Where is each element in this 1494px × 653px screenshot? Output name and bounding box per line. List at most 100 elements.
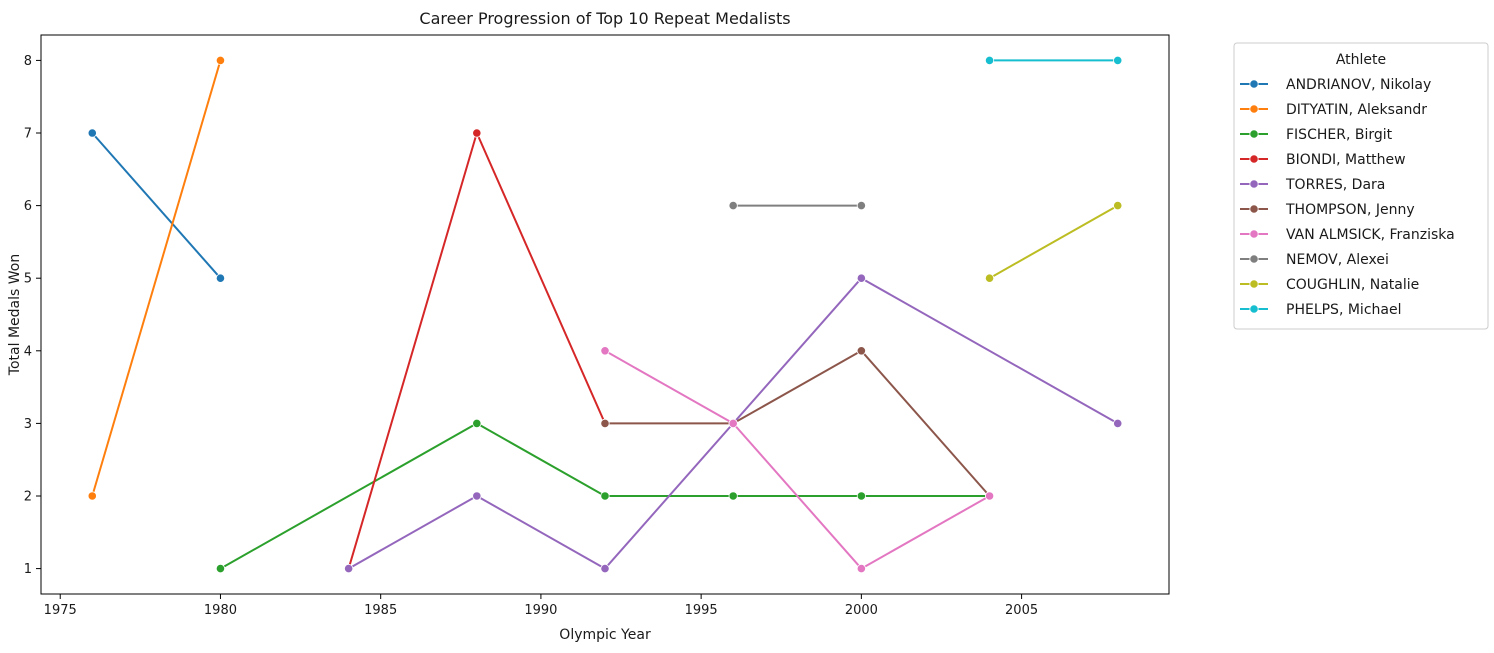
data-point <box>344 563 354 574</box>
legend-label: BIONDI, Matthew <box>1286 152 1406 168</box>
series-line <box>605 349 991 497</box>
legend-item: VAN ALMSICK, Franziska <box>1240 227 1455 243</box>
legend-item: NEMOV, Alexei <box>1240 252 1389 268</box>
series-thompson-jenny <box>600 346 995 501</box>
data-point <box>472 418 482 428</box>
data-point <box>87 128 97 138</box>
legend-label: TORRES, Dara <box>1285 177 1385 193</box>
data-point <box>215 273 226 283</box>
plot-frame <box>40 34 1170 595</box>
data-point <box>728 418 738 428</box>
legend-item: COUGHLIN, Natalie <box>1240 277 1419 293</box>
data-point <box>1113 55 1123 66</box>
chart-title: Career Progression of Top 10 Repeat Meda… <box>419 9 790 28</box>
legend-item: PHELPS, Michael <box>1240 302 1401 318</box>
x-tick-label: 1995 <box>685 603 718 618</box>
y-tick-label: 3 <box>24 417 32 432</box>
data-point <box>87 491 97 501</box>
series-biondi-matthew <box>344 128 610 574</box>
legend-item: ANDRIANOV, Nikolay <box>1240 77 1431 93</box>
legend-item: BIONDI, Matthew <box>1240 152 1406 168</box>
series-line <box>91 60 222 497</box>
data-point <box>728 201 738 211</box>
legend-marker <box>1249 204 1259 214</box>
data-point <box>856 491 866 501</box>
x-tick-label: 2005 <box>1005 603 1038 618</box>
data-point <box>600 418 610 428</box>
x-tick-label: 2000 <box>845 603 878 618</box>
data-point <box>856 273 866 283</box>
legend-label: FISCHER, Birgit <box>1286 127 1393 143</box>
data-point <box>856 201 866 211</box>
y-tick-label: 1 <box>24 562 32 577</box>
data-point <box>984 491 995 501</box>
x-tick-label: 1990 <box>524 603 557 618</box>
legend-marker <box>1249 104 1259 114</box>
series-dityatin-aleksandr <box>87 55 226 501</box>
legend-item: DITYATIN, Aleksandr <box>1240 102 1427 118</box>
legend-marker <box>1249 304 1259 314</box>
x-tick-label: 1975 <box>44 603 77 618</box>
series-fischer-birgit <box>215 418 995 574</box>
data-point <box>1113 201 1123 211</box>
data-point <box>215 563 226 574</box>
series-torres-dara <box>344 273 1123 574</box>
legend-marker <box>1249 154 1259 164</box>
legend-label: PHELPS, Michael <box>1286 302 1401 318</box>
x-axis-label: Olympic Year <box>559 627 651 643</box>
series-line <box>989 204 1119 280</box>
series-line <box>604 349 991 570</box>
legend: Athlete ANDRIANOV, Nikolay DITYATIN, Alek… <box>1233 42 1489 330</box>
data-point <box>1113 418 1123 428</box>
x-tick-label: 1985 <box>364 603 397 618</box>
legend-marker <box>1249 279 1259 289</box>
y-axis-label: Total Medals Won <box>7 254 23 376</box>
series-andrianov-nikolay <box>87 128 226 283</box>
series-phelps-michael <box>984 55 1123 66</box>
legend-label: VAN ALMSICK, Franziska <box>1286 227 1455 243</box>
legend-marker <box>1249 79 1259 89</box>
x-tick-label: 1980 <box>204 603 237 618</box>
data-point <box>600 563 610 574</box>
y-tick-label: 6 <box>24 199 32 214</box>
legend-title: Athlete <box>1336 52 1386 68</box>
data-point <box>984 273 995 283</box>
series-nemov-alexei <box>728 201 866 211</box>
data-point <box>600 491 610 501</box>
legend-marker <box>1249 129 1259 139</box>
y-axis: 1 2 3 4 5 6 7 8 <box>24 54 41 577</box>
data-point <box>856 563 866 574</box>
y-tick-label: 2 <box>24 489 32 504</box>
legend-label: COUGHLIN, Natalie <box>1286 277 1419 293</box>
legend-marker <box>1249 179 1259 189</box>
data-point <box>600 346 610 356</box>
legend-item: FISCHER, Birgit <box>1240 127 1393 143</box>
x-axis: 1975 1980 1985 1990 1995 2000 2005 <box>44 594 1038 618</box>
legend-label: THOMPSON, Jenny <box>1285 202 1415 218</box>
legend-marker <box>1249 229 1259 239</box>
legend-label: NEMOV, Alexei <box>1286 252 1389 268</box>
legend-item: TORRES, Dara <box>1240 177 1385 193</box>
legend-items: ANDRIANOV, Nikolay DITYATIN, Aleksandr FIS… <box>1240 77 1455 318</box>
data-point <box>984 55 995 66</box>
y-tick-label: 7 <box>24 127 32 142</box>
data-point <box>728 491 738 501</box>
legend-item: THOMPSON, Jenny <box>1240 202 1415 218</box>
legend-label: DITYATIN, Aleksandr <box>1286 102 1427 118</box>
series-line <box>91 132 222 279</box>
data-point <box>215 55 226 66</box>
y-tick-label: 4 <box>24 344 32 359</box>
series-line <box>347 132 606 569</box>
plot-series <box>87 55 1123 574</box>
y-tick-label: 8 <box>24 54 32 69</box>
data-point <box>472 491 482 501</box>
legend-label: ANDRIANOV, Nikolay <box>1286 77 1431 93</box>
y-tick-label: 5 <box>24 272 32 287</box>
data-point <box>472 128 482 138</box>
series-van-almsick-franziska <box>600 346 995 574</box>
series-coughlin-natalie <box>984 201 1123 283</box>
legend-marker <box>1249 254 1259 264</box>
data-point <box>856 346 866 356</box>
legend-box <box>1233 42 1489 330</box>
